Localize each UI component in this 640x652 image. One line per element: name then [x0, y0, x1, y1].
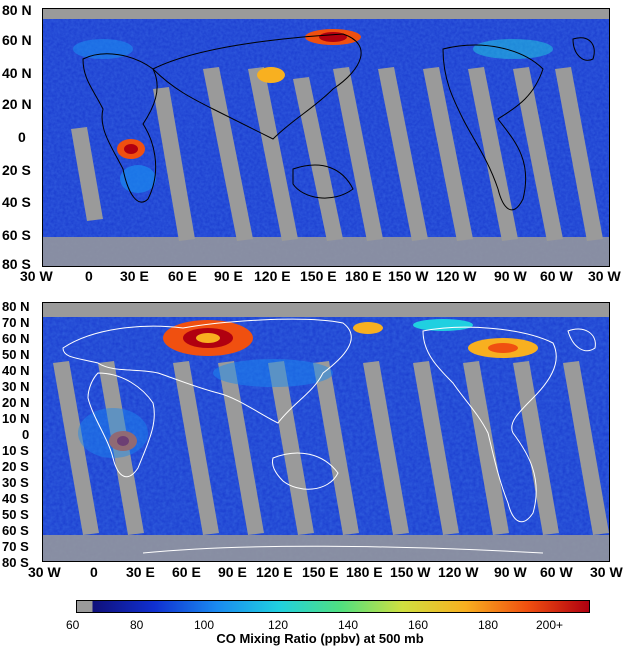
top-lon-label: 120 E	[254, 268, 291, 284]
top-lon-label: 150 E	[300, 268, 337, 284]
top-lon-label: 120 W	[436, 268, 477, 284]
bottom-lat-label: 30 N	[2, 379, 30, 394]
colorbar-tick-label: 120	[268, 618, 289, 632]
top-lon-label: 90 E	[214, 268, 243, 284]
bottom-lon-label: 120 E	[256, 564, 293, 580]
bottom-lon-label: 150 E	[302, 564, 339, 580]
bottom-lat-label: 50 N	[2, 347, 30, 362]
top-lat-label: 20 S	[2, 162, 31, 178]
orbit-gaps	[53, 361, 609, 535]
top-lon-label: 180 E	[345, 268, 382, 284]
bottom-lat-label: 10 N	[2, 411, 30, 426]
colorbar-tick-label: 60	[66, 618, 80, 632]
top-lon-label: 30 W	[588, 268, 621, 284]
top-map	[42, 8, 610, 267]
bottom-lat-label: 10 S	[2, 443, 29, 458]
colorbar-tick-label: 80	[130, 618, 144, 632]
bottom-lon-label: 90 E	[218, 564, 247, 580]
bottom-lat-label: 70 S	[2, 539, 29, 554]
top-lat-label: 40 N	[2, 65, 32, 81]
colorbar-tick-label: 180	[478, 618, 499, 632]
top-lon-label: 60 W	[540, 268, 573, 284]
bottom-lat-label: 70 N	[2, 315, 30, 330]
top-lon-label: 60 E	[168, 268, 197, 284]
bottom-map	[42, 302, 610, 562]
bottom-lat-label: 20 N	[2, 395, 30, 410]
colorbar-tick-label: 100	[194, 618, 215, 632]
bottom-lon-label: 30 E	[126, 564, 155, 580]
top-lon-label: 90 W	[494, 268, 527, 284]
coastlines	[82, 33, 595, 211]
top-lat-label: 80 N	[2, 2, 32, 18]
bottom-lat-label: 30 S	[2, 475, 29, 490]
co-hotspots	[78, 319, 538, 458]
bottom-lat-label: 80 S	[2, 555, 29, 570]
bottom-lat-label: 40 S	[2, 491, 29, 506]
top-lat-label: 0	[18, 129, 26, 145]
bottom-lat-label: 0	[22, 427, 30, 442]
bottom-lon-label: 30 W	[590, 564, 623, 580]
bottom-lon-label: 60 E	[172, 564, 201, 580]
bottom-lat-label: 60 S	[2, 523, 29, 538]
bottom-lat-label: 50 S	[2, 507, 29, 522]
co-hotspots	[73, 29, 553, 193]
top-lon-label: 30 E	[120, 268, 149, 284]
bottom-lat-label: 20 S	[2, 459, 29, 474]
bottom-lon-label: 90 W	[494, 564, 527, 580]
bottom-lon-label: 30 W	[28, 564, 61, 580]
orbit-gaps	[71, 67, 603, 241]
bottom-lon-label: 180 E	[346, 564, 383, 580]
top-lon-label: 0	[85, 268, 93, 284]
bottom-lon-label: 0	[90, 564, 98, 580]
bottom-lat-label: 60 N	[2, 331, 30, 346]
bottom-lon-label: 120 W	[438, 564, 479, 580]
colorbar-tick-label: 200+	[536, 618, 564, 632]
top-lon-label: 30 W	[20, 268, 53, 284]
top-lat-label: 20 N	[2, 96, 32, 112]
colorbar	[76, 600, 590, 613]
top-lat-label: 60 N	[2, 32, 32, 48]
coastlines	[62, 318, 596, 554]
colorbar-tick-label: 140	[338, 618, 359, 632]
colorbar-tick-label: 160	[408, 618, 429, 632]
top-lon-label: 150 W	[388, 268, 429, 284]
bottom-lat-label: 80 N	[2, 299, 30, 314]
colorbar-title: CO Mixing Ratio (ppbv) at 500 mb	[216, 631, 424, 646]
top-lat-label: 40 S	[2, 194, 31, 210]
bottom-lon-label: 150 W	[390, 564, 431, 580]
top-lat-label: 80 S	[2, 256, 31, 272]
top-lat-label: 60 S	[2, 227, 31, 243]
bottom-lat-label: 40 N	[2, 363, 30, 378]
bottom-lon-label: 60 W	[540, 564, 573, 580]
